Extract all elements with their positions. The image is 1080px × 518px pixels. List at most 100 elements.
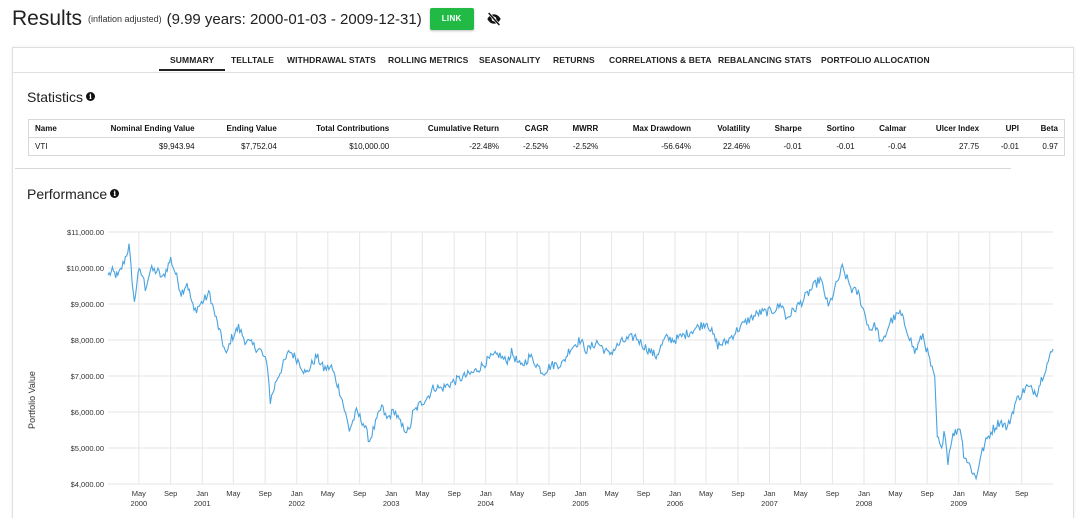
x-tick-label: Sep [447, 489, 460, 498]
x-tick-label: Jan [574, 489, 586, 498]
tab-telltale[interactable]: TELLTALE [231, 55, 274, 65]
x-tick-year: 2002 [288, 499, 305, 508]
results-card: SUMMARY TELLTALE WITHDRAWAL STATS ROLLIN… [12, 47, 1074, 518]
tab-rebalancing-stats[interactable]: REBALANCING STATS [718, 55, 812, 65]
results-header: Results (inflation adjusted) (9.99 years… [12, 6, 502, 32]
x-tick-label: May [604, 489, 618, 498]
x-tick-label: Sep [637, 489, 650, 498]
x-tick-label: May [699, 489, 713, 498]
table-cell: -2.52% [572, 142, 599, 151]
x-tick-label: May [888, 489, 902, 498]
table-header-row: Name Nominal Ending Value Ending Value T… [28, 119, 1065, 138]
column-header[interactable]: Ending Value [200, 119, 283, 138]
x-grid [138, 232, 1023, 484]
statistics-title: Statistics [27, 89, 84, 105]
tab-correlations-beta[interactable]: CORRELATIONS & BETA [609, 55, 712, 65]
x-tick-label: Sep [826, 489, 839, 498]
table-cell: -0.01 [836, 142, 855, 151]
x-tick-year: 2009 [950, 499, 967, 508]
y-tick-label: $9,000.00 [71, 300, 104, 309]
column-header[interactable]: Sharpe [756, 119, 808, 138]
table-cell: $9,943.94 [158, 142, 195, 151]
column-header[interactable]: Name [28, 119, 74, 138]
column-header[interactable]: Total Contributions [282, 119, 396, 138]
x-tick-year: 2003 [383, 499, 400, 508]
date-range: (9.99 years: 2000-01-03 - 2009-12-31) [166, 10, 422, 28]
info-icon[interactable]: i [86, 91, 96, 101]
table-cell: -0.01 [783, 142, 802, 151]
column-header[interactable]: CAGR [505, 119, 555, 138]
x-tick-label: May [983, 489, 997, 498]
column-header[interactable]: MWRR [554, 119, 605, 138]
table-cell: 22.46% [722, 142, 751, 151]
x-tick-label: Jan [196, 489, 208, 498]
x-tick-label: Jan [763, 489, 775, 498]
x-tick-label: Sep [164, 489, 177, 498]
x-tick-label: Jan [953, 489, 965, 498]
performance-chart[interactable]: $4,000.00 $5,000.00 $6,000.00 $7,000.00 $8,0… [13, 214, 1073, 514]
column-header[interactable]: UPI [985, 119, 1025, 138]
tab-bar: SUMMARY TELLTALE WITHDRAWAL STATS ROLLIN… [13, 48, 1073, 73]
x-tick-label: Jan [669, 489, 681, 498]
tab-seasonality[interactable]: SEASONALITY [479, 55, 541, 65]
x-tick-label: Jan [291, 489, 303, 498]
tab-withdrawal-stats[interactable]: WITHDRAWAL STATS [287, 55, 376, 65]
performance-title: Performance [27, 186, 108, 202]
column-header[interactable]: Sortino [807, 119, 861, 138]
table-cell: VTI [35, 142, 48, 151]
x-tick-label: Jan [385, 489, 397, 498]
y-axis-label: Portfolio Value [27, 371, 37, 429]
performance-heading: Performance i [27, 186, 120, 202]
x-tick-label: May [321, 489, 335, 498]
x-tick-year: 2008 [856, 499, 873, 508]
column-header[interactable]: Max Drawdown [604, 119, 697, 138]
column-header[interactable]: Cumulative Return [395, 119, 506, 138]
page-title: Results [12, 7, 83, 30]
portfolio-value-line[interactable] [107, 243, 1054, 481]
section-divider [15, 168, 1011, 169]
x-tick-label: Sep [258, 489, 271, 498]
statistics-table: Name Nominal Ending Value Ending Value T… [28, 119, 1065, 156]
table-cell: 27.75 [959, 142, 980, 151]
x-tick-label: Sep [353, 489, 366, 498]
y-tick-label: $8,000.00 [71, 336, 104, 345]
x-tick-year: 2000 [130, 499, 147, 508]
y-axis-ticks: $4,000.00 $5,000.00 $6,000.00 $7,000.00 $8,0… [66, 228, 104, 489]
y-tick-label: $5,000.00 [71, 444, 104, 453]
tab-portfolio-allocation[interactable]: PORTFOLIO ALLOCATION [821, 55, 930, 65]
y-tick-label: $6,000.00 [71, 408, 104, 417]
x-tick-label: Sep [731, 489, 744, 498]
x-tick-label: May [415, 489, 429, 498]
y-tick-label: $10,000.00 [66, 264, 104, 273]
tab-rolling-metrics[interactable]: ROLLING METRICS [388, 55, 469, 65]
column-header[interactable]: Beta [1024, 119, 1065, 138]
column-header[interactable]: Ulcer Index [912, 119, 986, 138]
table-cell: 0.97 [1042, 142, 1058, 151]
inflation-note: (inflation adjusted) [88, 14, 162, 24]
statistics-heading: Statistics i [27, 89, 96, 105]
x-tick-label: May [510, 489, 524, 498]
column-header[interactable]: Volatility [697, 119, 757, 138]
link-button[interactable]: LINK [429, 8, 474, 30]
info-icon[interactable]: i [110, 188, 120, 198]
x-tick-year: 2001 [194, 499, 211, 508]
x-tick-year: 2007 [761, 499, 778, 508]
tab-summary[interactable]: SUMMARY [159, 48, 226, 71]
table-cell: -22.48% [469, 142, 500, 151]
table-cell: -0.04 [888, 142, 907, 151]
table-cell: -56.64% [661, 142, 691, 151]
table-cell: -2.52% [523, 142, 549, 151]
tab-returns[interactable]: RETURNS [553, 55, 595, 65]
eye-slash-icon[interactable] [486, 11, 502, 27]
x-tick-label: Sep [920, 489, 933, 498]
table-cell: $7,752.04 [241, 142, 277, 151]
x-tick-label: May [793, 489, 807, 498]
x-tick-label: Sep [542, 489, 555, 498]
x-tick-label: Jan [858, 489, 870, 498]
column-header[interactable]: Nominal Ending Value [73, 119, 201, 138]
column-header[interactable]: Calmar [860, 119, 913, 138]
x-tick-year: 2006 [667, 499, 684, 508]
x-tick-year: 2005 [572, 499, 589, 508]
y-tick-label: $4,000.00 [71, 480, 104, 489]
